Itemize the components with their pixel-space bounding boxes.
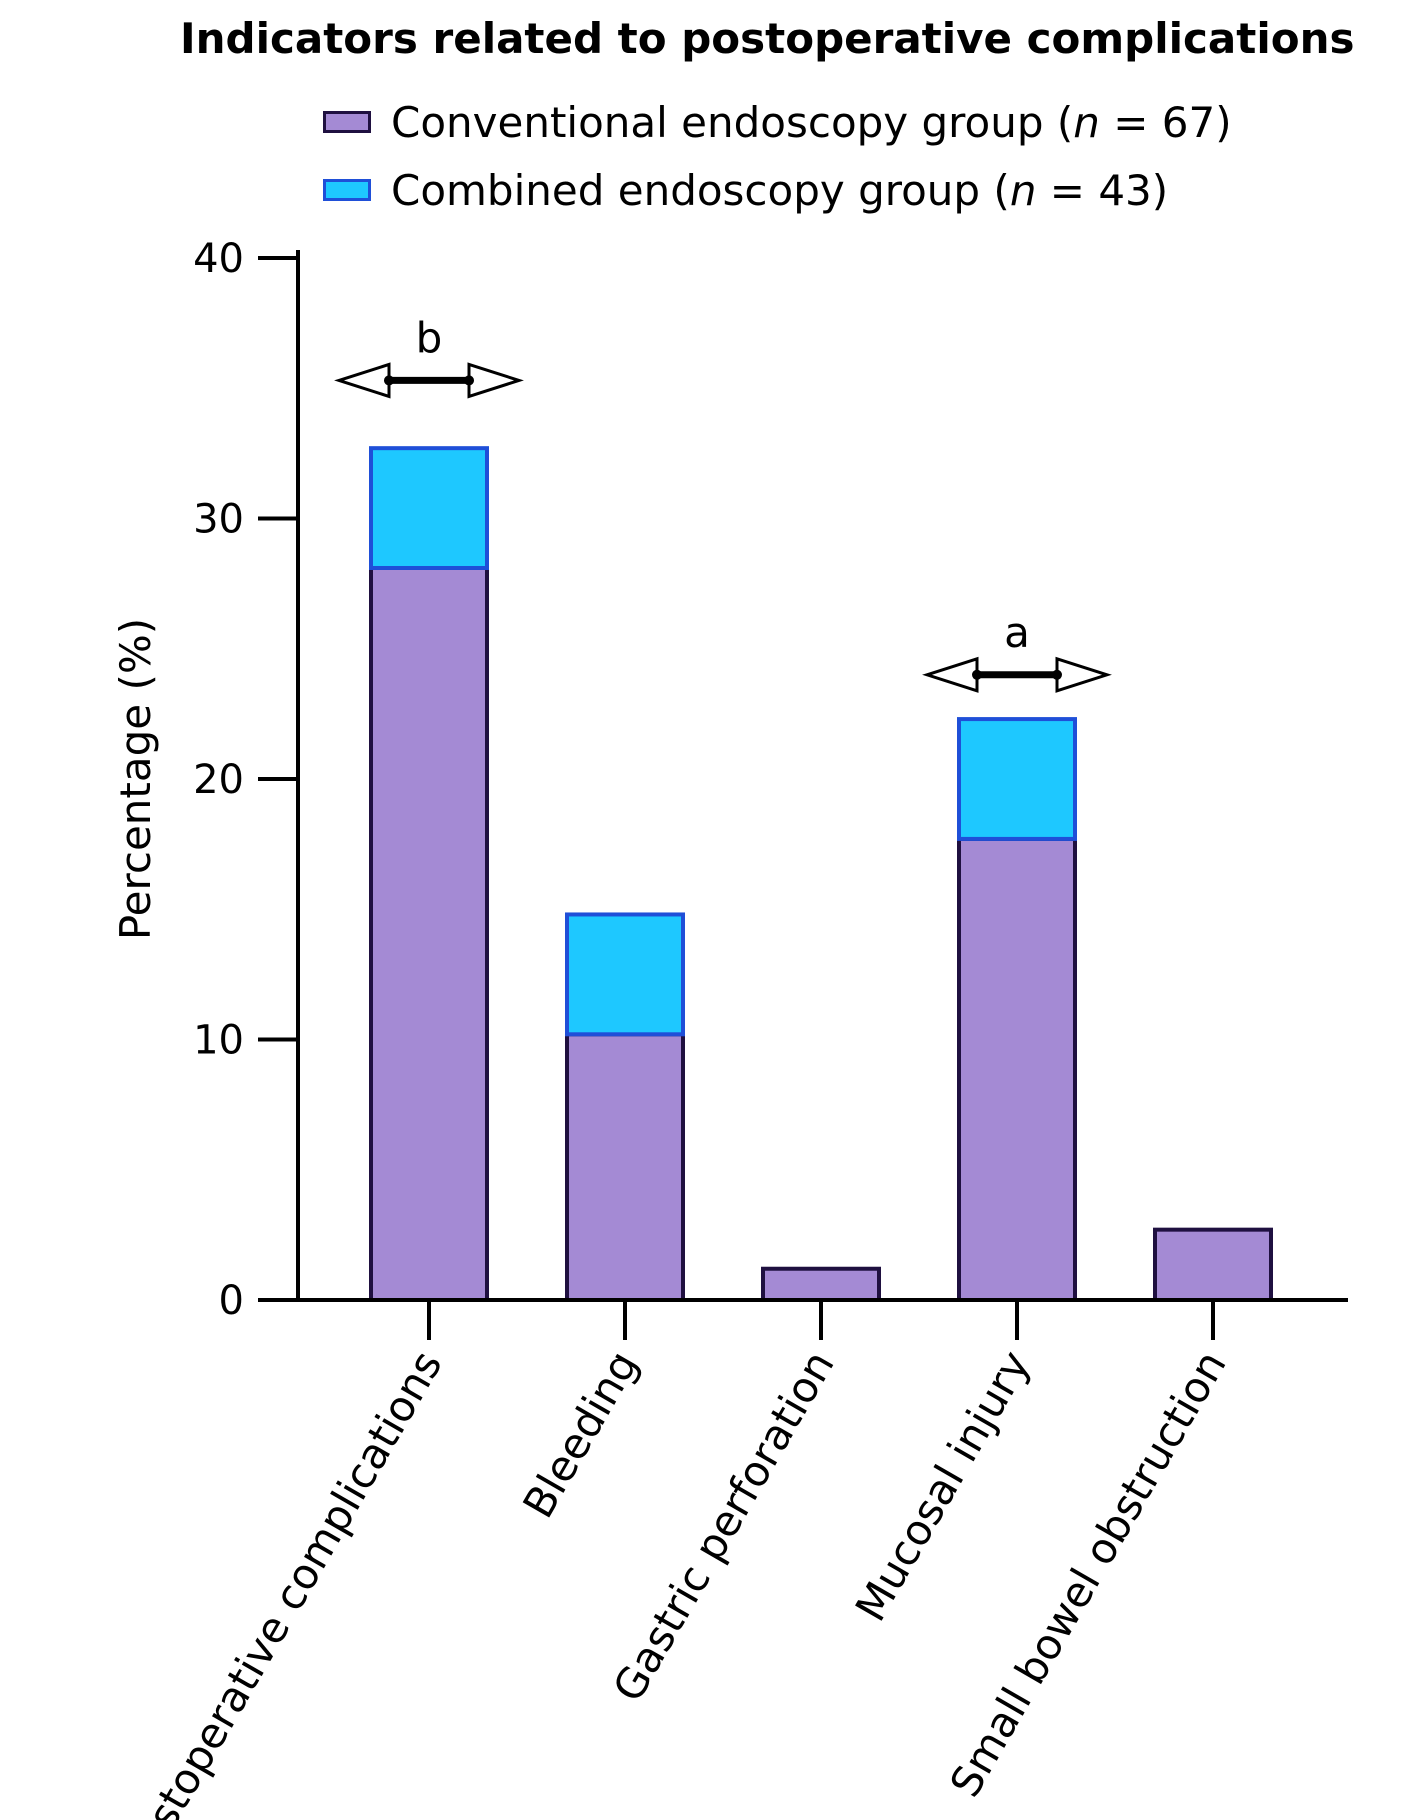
- bar-conventional-0: [369, 565, 489, 1302]
- annotation-dot-left-0: [384, 375, 394, 386]
- annotation-dot-left-1: [972, 669, 982, 680]
- annotation-arrowhead-right-1: [1055, 656, 1112, 693]
- y-axis-label: Percentage (%): [111, 618, 160, 940]
- bar-conventional-1: [565, 1032, 685, 1303]
- y-tick-label-0: 0: [219, 1278, 244, 1324]
- bar-conventional-3: [957, 836, 1077, 1302]
- annotation-label-0: b: [416, 313, 443, 362]
- annotation-arrowhead-left-1: [922, 656, 979, 693]
- legend-label-combined: Combined endoscopy group (n = 43): [391, 165, 1169, 215]
- legend-item-combined: Combined endoscopy group (n = 43): [323, 156, 1232, 224]
- bar-combined-3: [957, 717, 1077, 841]
- legend-swatch-combined: [323, 179, 371, 201]
- x-tick-label-3: Mucosal injury: [846, 1343, 1040, 1630]
- legend: Conventional endoscopy group (n = 67) Co…: [323, 88, 1232, 224]
- x-tick-label-2: Gastric perforation: [603, 1343, 843, 1710]
- annotation-label-1: a: [1004, 608, 1030, 657]
- annotation-arrowhead-right-0: [467, 362, 524, 399]
- x-tick-label-1: Bleeding: [513, 1343, 647, 1527]
- legend-swatch-conventional: [323, 111, 371, 133]
- bar-combined-0: [369, 446, 489, 570]
- y-tick-label-30: 30: [193, 497, 244, 543]
- annotation-arrowhead-left-0: [334, 362, 391, 399]
- legend-item-conventional: Conventional endoscopy group (n = 67): [323, 88, 1232, 156]
- x-tick-label-0: Postoperative complications: [113, 1343, 451, 1820]
- bar-conventional-4: [1153, 1227, 1273, 1303]
- chart-title: Indicators related to postoperative comp…: [180, 14, 1355, 63]
- bar-combined-1: [565, 912, 685, 1037]
- y-tick-label-10: 10: [193, 1018, 244, 1064]
- annotation-dot-right-1: [1052, 669, 1062, 680]
- bar-conventional-2: [761, 1266, 881, 1302]
- y-tick-label-40: 40: [193, 236, 244, 282]
- legend-label-conventional: Conventional endoscopy group (n = 67): [391, 97, 1232, 147]
- annotation-dot-right-0: [464, 375, 474, 386]
- y-tick-label-20: 20: [193, 757, 244, 803]
